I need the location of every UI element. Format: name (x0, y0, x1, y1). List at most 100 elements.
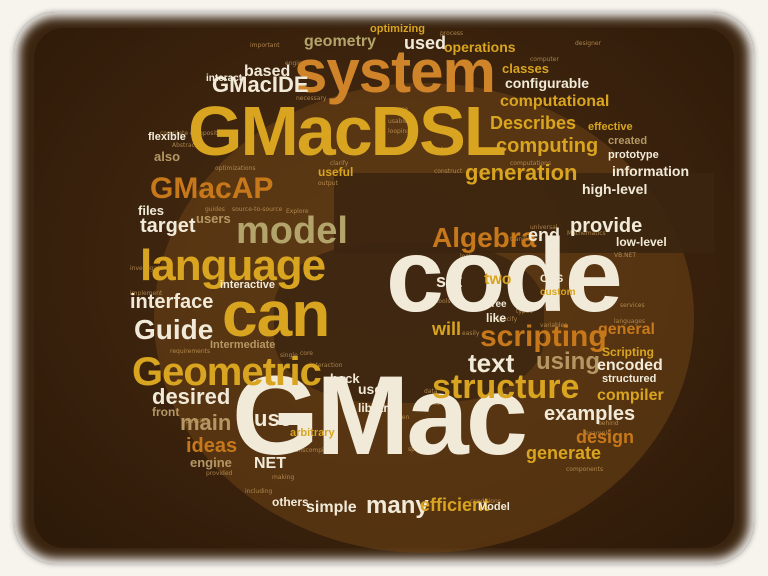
word-flexible: flexible (148, 131, 186, 143)
word-gmacap: GMacAP (150, 172, 274, 205)
word-explore: Explore (286, 208, 309, 215)
word-investigate: investigate (130, 265, 164, 272)
word-gmac: GMac (232, 353, 528, 478)
word-designer: designer (575, 40, 602, 47)
word-many: many (366, 492, 429, 519)
word-look: look (460, 253, 473, 260)
word-generate: generate (526, 443, 602, 463)
word-ideas: ideas (186, 435, 238, 457)
word-behind: behind (598, 420, 619, 427)
word-universal: universal (530, 224, 558, 231)
word-cas: CAS (540, 273, 564, 285)
word-end: end (528, 225, 561, 245)
word-net: NET (254, 455, 286, 472)
word-interface: interface (130, 291, 214, 313)
word-system: system (294, 38, 496, 105)
word-including: including (245, 488, 273, 495)
word-possible: possible (186, 418, 211, 425)
word-created: created (608, 135, 648, 147)
word-scripting: scripting (480, 320, 607, 353)
word-interactive: interactive (220, 279, 276, 291)
word-conditions: conditions (470, 498, 501, 505)
word-design: design (576, 427, 635, 447)
word-tools: tools (436, 298, 451, 305)
word-geometric: Geometric (132, 350, 322, 394)
word-variables: variables (540, 322, 568, 329)
word-language: language (140, 241, 326, 290)
word-intermediate: Intermediate (210, 339, 276, 351)
word-gmacdsl: GMacDSL (188, 92, 507, 170)
word-single: single (280, 352, 298, 359)
word-data: data (424, 388, 438, 395)
word-construct: construct (434, 168, 463, 175)
word-main: main (180, 410, 232, 435)
dark-rounded-background (14, 12, 754, 564)
word-written: written (388, 414, 410, 421)
word-also: also (154, 149, 181, 164)
word-optimizing: optimizing (370, 23, 425, 35)
word-simple: simple (306, 499, 357, 516)
word-computational: computational (500, 93, 610, 110)
word-generation: generation (465, 160, 578, 185)
word-library: library (358, 401, 395, 415)
g-letter-cutout (334, 173, 714, 253)
word-composition: composition (190, 130, 227, 137)
word-model: model (236, 210, 348, 252)
word-set: set (436, 271, 463, 291)
word-low-level: low-level (616, 235, 667, 249)
word-computing: computing (496, 135, 599, 157)
word-translate: translate (510, 236, 537, 243)
word-types: types (516, 308, 533, 315)
word-desired: desired (152, 384, 231, 409)
word-uses: uses (448, 272, 462, 279)
word-specify: specify (496, 316, 518, 323)
word-interaction: interaction (310, 362, 343, 369)
word-effective: effective (588, 121, 633, 133)
word-geometry: geometry (304, 33, 377, 50)
word-use: use (254, 406, 292, 431)
word-see: see (448, 282, 459, 289)
word-vbnet: VB.NET (614, 252, 637, 259)
word-scripting-cap: Scripting (602, 345, 655, 359)
word-necessary: necessary (296, 95, 327, 102)
word-components: components (566, 466, 604, 473)
word-usable: usable (388, 118, 408, 125)
word-computations: computations (510, 160, 552, 167)
word-efficient: efficient (420, 495, 490, 515)
word-configurable: configurable (505, 75, 590, 91)
word-source: source (388, 106, 408, 113)
word-compiler: compiler (597, 387, 664, 404)
word-text: text (468, 348, 515, 378)
word-computer: computer (530, 56, 559, 63)
word-tree: Tree (486, 299, 507, 310)
word-will: will (432, 319, 462, 339)
word-provide: provide (570, 215, 643, 237)
word-custom: custom (540, 287, 576, 298)
word-users: users (196, 211, 231, 226)
word-requirements: requirements (170, 348, 211, 355)
word-core: core (300, 350, 313, 357)
word-two: two (484, 271, 512, 288)
word-based: based (244, 63, 291, 80)
word-provided: provided (206, 470, 233, 477)
word-target: target (140, 215, 196, 237)
word-clarify: clarify (330, 160, 349, 167)
word-like: like (486, 311, 507, 325)
word-high-level: high-level (582, 181, 648, 197)
word-easily: easily (462, 330, 480, 337)
word-mathematics: Mathematics (567, 230, 606, 237)
word-user: user (358, 381, 388, 397)
word-files: files (138, 203, 165, 218)
word-transcompiler: transcompiler (290, 447, 332, 454)
word-encoded: encoded (597, 357, 663, 374)
word-can: can (222, 278, 330, 350)
word-model-small: Model (478, 501, 510, 513)
word-guide: Guide (134, 314, 214, 345)
word-interact: interact (206, 73, 243, 84)
word-examples: examples (544, 403, 636, 425)
word-important: important (250, 42, 280, 49)
word-optimizations: optimizations (215, 165, 256, 172)
word-describes: Describes (490, 113, 577, 133)
word-example: example (585, 430, 611, 437)
word-structure: structure (432, 368, 580, 406)
